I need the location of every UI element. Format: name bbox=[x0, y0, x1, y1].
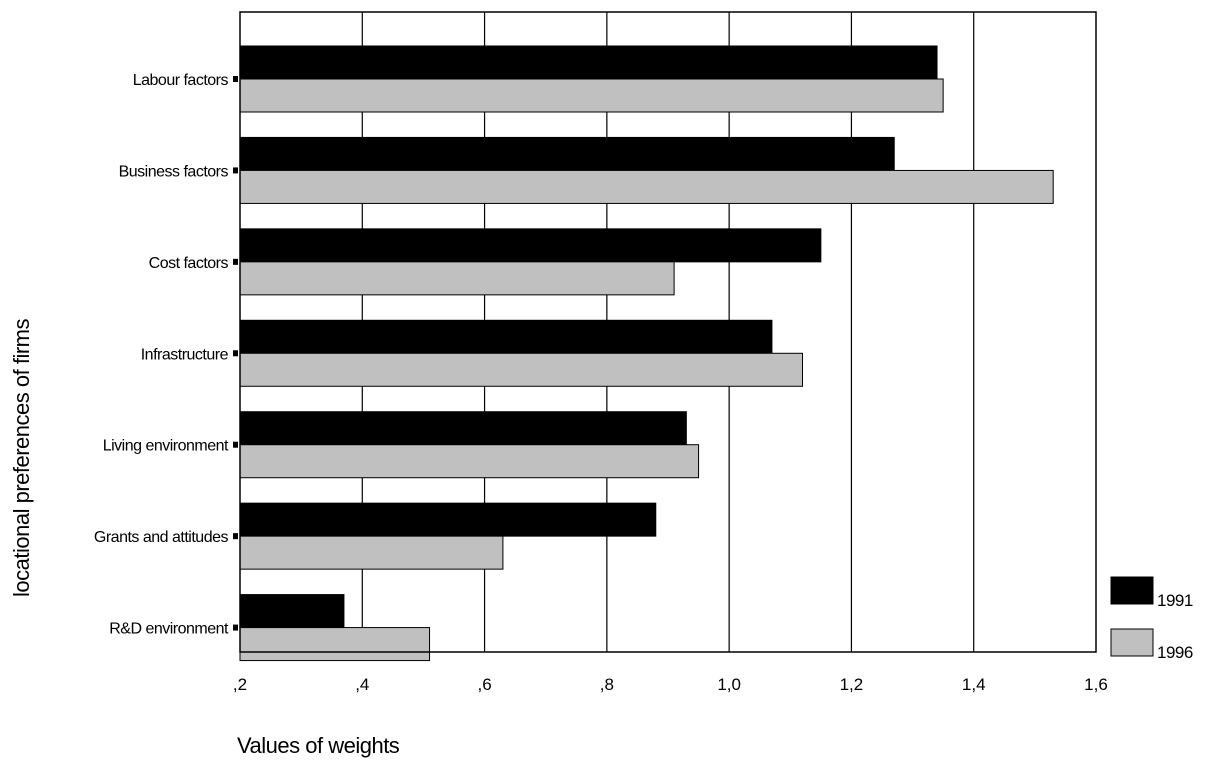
bar-1996 bbox=[239, 444, 700, 479]
category-tick-mark bbox=[233, 258, 238, 265]
bar-1991 bbox=[239, 594, 345, 629]
category-label: Business factors bbox=[119, 163, 229, 180]
plot-frame bbox=[239, 11, 1097, 653]
legend-label: 1996 bbox=[1157, 643, 1193, 662]
category-label: Infrastructure bbox=[141, 346, 229, 363]
bars bbox=[239, 45, 1054, 662]
category-tick-mark bbox=[233, 533, 238, 540]
bar-1991 bbox=[239, 502, 657, 537]
bar-1996 bbox=[239, 169, 1054, 204]
x-axis-title: Values of weights bbox=[237, 733, 400, 758]
legend-swatch-1996 bbox=[1110, 628, 1154, 657]
bar-1991 bbox=[239, 45, 938, 80]
x-tick-label: 1,0 bbox=[717, 675, 741, 694]
bar-1996 bbox=[239, 535, 504, 570]
category-tick-mark bbox=[233, 350, 238, 357]
bar-1991 bbox=[239, 228, 822, 263]
category-tick-mark bbox=[233, 624, 238, 631]
x-tick-label: 1,6 bbox=[1084, 675, 1108, 694]
bar-1991 bbox=[239, 411, 687, 446]
bar-1991 bbox=[239, 136, 895, 171]
x-tick-label: ,2 bbox=[233, 675, 247, 694]
bar-1996 bbox=[239, 261, 675, 296]
bar-1996 bbox=[239, 627, 431, 662]
bar-1996 bbox=[239, 352, 804, 387]
bar-1991 bbox=[239, 319, 773, 354]
category-tick-mark bbox=[233, 167, 238, 174]
x-tick-label: 1,4 bbox=[962, 675, 986, 694]
category-label: Grants and attitudes bbox=[94, 529, 229, 546]
x-tick-label: ,6 bbox=[477, 675, 491, 694]
legend-label: 1991 bbox=[1157, 591, 1193, 610]
category-tick-mark bbox=[233, 76, 238, 82]
legend: 1991 1996 bbox=[1110, 576, 1193, 662]
y-axis-title: locational preferences of firms bbox=[9, 319, 34, 597]
legend-swatch-1991 bbox=[1110, 576, 1154, 605]
x-tick-label: ,8 bbox=[600, 675, 614, 694]
category-label: Living environment bbox=[103, 438, 229, 455]
category-tick-mark bbox=[233, 441, 238, 448]
x-tick-label: ,4 bbox=[355, 675, 369, 694]
category-label: Labour factors bbox=[133, 72, 229, 89]
category-label: Cost factors bbox=[149, 255, 229, 272]
x-tick-labels: ,2 ,4 ,6 ,8 1,0 1,2 1,4 1,6 bbox=[233, 675, 1108, 694]
x-tick-label: 1,2 bbox=[840, 675, 864, 694]
category-label: R&D environment bbox=[109, 621, 229, 638]
bar-1996 bbox=[239, 78, 944, 113]
category-labels: Labour factors Business factors Cost facto… bbox=[94, 72, 238, 638]
